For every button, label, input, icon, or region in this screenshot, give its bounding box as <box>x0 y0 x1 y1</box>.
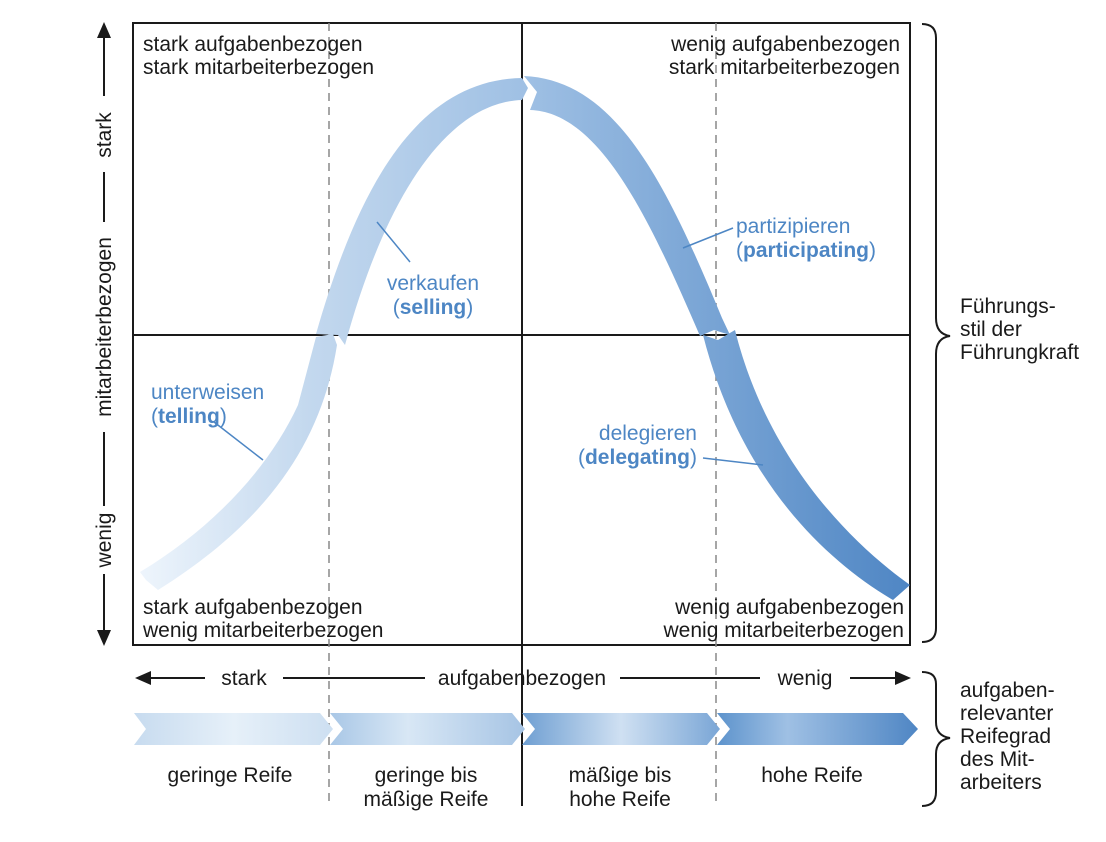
quadrant-bottom-right-line2: wenig mitarbeiterbezogen <box>663 619 904 642</box>
leadership-curve <box>140 76 910 600</box>
leadership-style-line2: stil der <box>960 318 1022 341</box>
brace-top <box>921 23 951 643</box>
telling-label-en: (telling) <box>151 405 227 428</box>
x-axis-left-arrow-icon <box>135 671 151 685</box>
quadrant-bottom-right-line1: wenig aufgabenbezogen <box>674 596 904 619</box>
x-axis-right-arrow-icon <box>895 671 911 685</box>
maturity-segment-4 <box>717 713 918 745</box>
maturity-label-3-line1: mäßige bis <box>569 764 672 787</box>
y-axis-top-label: stark <box>93 112 116 158</box>
maturity-segment-3 <box>522 713 720 745</box>
quadrant-bottom-left-line1: stark aufgabenbezogen <box>143 596 363 619</box>
telling-label-de: unterweisen <box>151 381 264 404</box>
selling-label-de: verkaufen <box>387 272 479 295</box>
maturity-label-3-line2: hohe Reife <box>569 788 671 811</box>
maturity-brace-line5: arbeiters <box>960 771 1042 794</box>
brace-bottom <box>921 671 951 807</box>
y-axis-up-arrow-icon <box>97 22 111 38</box>
maturity-label-4: hohe Reife <box>761 764 863 787</box>
leadership-style-line1: Führungs- <box>960 295 1056 318</box>
quadrant-top-right-line2: stark mitarbeiterbezogen <box>669 56 900 79</box>
maturity-label-2-line1: geringe bis <box>375 764 478 787</box>
x-axis-right-label: wenig <box>777 667 833 690</box>
quadrant-top-right-line1: wenig aufgabenbezogen <box>670 33 900 56</box>
curve-arrow-telling <box>140 334 337 590</box>
maturity-segment-2 <box>330 713 525 745</box>
selling-pointer <box>376 221 411 263</box>
telling-pointer <box>213 421 264 461</box>
maturity-brace-line2: relevanter <box>960 702 1053 725</box>
y-axis-title: mitarbeiterbezogen <box>93 237 116 417</box>
curve-arrow-delegating <box>703 330 910 600</box>
x-axis-title: aufgabenbezogen <box>438 667 606 690</box>
y-axis-down-arrow-icon <box>97 630 111 646</box>
maturity-brace-line4: des Mit- <box>960 748 1035 771</box>
y-axis: stark mitarbeiterbezogen wenig <box>93 22 116 646</box>
x-axis-left-label: stark <box>221 667 267 690</box>
participating-label-de: partizipieren <box>736 215 850 238</box>
delegating-pointer <box>702 457 764 466</box>
maturity-label-1: geringe Reife <box>168 764 293 787</box>
maturity-arrow-bar <box>134 713 918 745</box>
participating-pointer <box>682 227 734 249</box>
quadrant-bottom-left-line2: wenig mitarbeiterbezogen <box>142 619 383 642</box>
quadrant-top-left-line1: stark aufgabenbezogen <box>143 33 363 56</box>
quadrant-top-left-line2: stark mitarbeiterbezogen <box>143 56 374 79</box>
x-axis: stark aufgabenbezogen wenig <box>135 667 911 690</box>
participating-label-en: (participating) <box>736 239 876 262</box>
selling-label-en: (selling) <box>393 296 474 319</box>
leadership-style-line3: Führungkraft <box>960 341 1079 364</box>
delegating-label-en: (delegating) <box>578 446 697 469</box>
maturity-segment-1 <box>134 713 333 745</box>
curve-arrow-participating <box>524 76 730 336</box>
y-axis-bottom-label: wenig <box>93 513 116 569</box>
curve-arrow-selling <box>316 78 528 345</box>
maturity-label-2-line2: mäßige Reife <box>364 788 489 811</box>
maturity-brace-line3: Reifegrad <box>960 725 1051 748</box>
maturity-brace-line1: aufgaben- <box>960 679 1055 702</box>
delegating-label-de: delegieren <box>599 422 697 445</box>
